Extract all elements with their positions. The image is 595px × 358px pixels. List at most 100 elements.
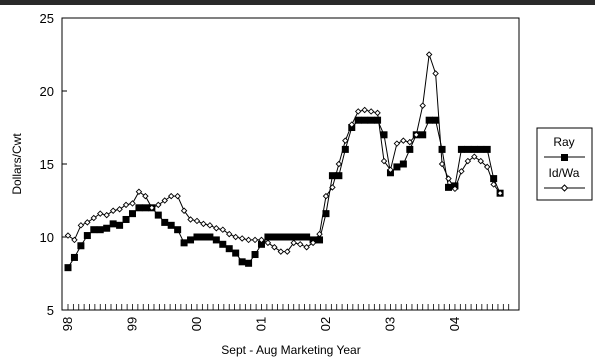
data-point-idwa: [155, 201, 162, 209]
data-point-idwa: [116, 206, 123, 213]
data-point-ray: [490, 175, 498, 183]
y-tick-label: 25: [40, 11, 54, 26]
plot-area-frame: [61, 17, 520, 311]
data-point-ray: [83, 232, 91, 240]
legend-marker-idwa: [560, 184, 569, 192]
data-point-idwa: [238, 235, 246, 242]
data-point-ray: [70, 253, 78, 261]
data-point-idwa: [335, 160, 343, 168]
data-point-idwa: [367, 108, 375, 115]
data-point-idwa: [425, 51, 433, 58]
data-point-ray: [225, 245, 233, 253]
series-layer: [64, 51, 504, 272]
data-point-ray: [367, 116, 375, 124]
x-axis-ticks: 98 99 00 01 02 03 04: [60, 317, 462, 331]
data-point-ray: [406, 145, 414, 153]
data-point-ray: [316, 236, 324, 244]
data-point-idwa: [245, 236, 252, 244]
data-point-idwa: [277, 248, 285, 255]
data-point-ray: [483, 145, 491, 153]
data-point-ray: [187, 236, 195, 244]
data-point-idwa: [219, 226, 227, 233]
data-point-idwa: [309, 239, 317, 247]
data-point-idwa: [77, 222, 85, 229]
data-point-ray: [341, 145, 349, 153]
data-point-idwa: [438, 160, 446, 168]
data-point-idwa: [213, 225, 220, 232]
data-point-ray: [470, 145, 478, 153]
data-point-ray: [135, 204, 143, 212]
data-point-idwa: [284, 248, 291, 255]
data-point-ray: [328, 172, 336, 180]
data-point-ray: [212, 236, 220, 244]
data-point-idwa: [174, 192, 181, 200]
data-point-idwa: [477, 157, 484, 165]
x-tick-label: 04: [447, 317, 462, 331]
data-point-ray: [161, 218, 169, 226]
data-point-ray: [199, 233, 207, 241]
data-point-idwa: [342, 137, 349, 144]
data-point-ray: [432, 116, 440, 124]
data-point-idwa: [225, 230, 233, 238]
data-point-idwa: [361, 106, 368, 114]
data-point-ray: [64, 264, 72, 272]
data-point-ray: [399, 160, 407, 168]
x-tick-label: 02: [318, 317, 333, 331]
y-tick-label: 10: [40, 230, 54, 245]
data-point-idwa: [109, 207, 117, 214]
data-point-idwa: [354, 108, 362, 115]
data-point-idwa: [161, 197, 168, 204]
x-tick-label: 03: [382, 317, 397, 331]
data-point-idwa: [296, 241, 304, 248]
data-point-ray: [438, 145, 446, 153]
data-point-ray: [464, 145, 472, 153]
data-point-ray: [257, 240, 265, 248]
data-point-ray: [296, 233, 304, 241]
data-point-idwa: [445, 175, 452, 182]
data-point-ray: [264, 233, 272, 241]
data-point-idwa: [316, 230, 323, 238]
data-point-idwa: [432, 70, 439, 77]
x-tick-label: 98: [60, 317, 75, 331]
data-point-ray: [116, 221, 124, 229]
data-point-idwa: [64, 232, 72, 239]
data-point-ray: [374, 116, 382, 124]
data-point-idwa: [135, 188, 143, 195]
data-point-ray: [122, 215, 130, 223]
data-point-idwa: [103, 211, 110, 219]
data-point-ray: [251, 251, 259, 259]
data-point-idwa: [393, 140, 401, 147]
legend: Ray Id/Wa: [536, 127, 593, 201]
y-axis-title: Dollars/Cwt: [10, 133, 24, 195]
data-point-idwa: [258, 236, 265, 244]
data-point-idwa: [129, 200, 136, 207]
data-point-ray: [77, 242, 85, 250]
data-point-ray: [109, 220, 117, 228]
data-point-ray: [335, 172, 343, 180]
x-tick-label: 01: [253, 317, 268, 331]
x-minor-ticks: [67, 304, 510, 310]
data-point-ray: [219, 240, 227, 248]
data-point-idwa: [406, 138, 414, 146]
data-point-ray: [380, 131, 388, 139]
data-point-ray: [174, 226, 182, 234]
data-point-ray: [128, 210, 136, 218]
data-point-idwa: [193, 217, 201, 225]
data-point-ray: [180, 239, 188, 247]
data-point-idwa: [303, 243, 310, 251]
x-tick-label: 00: [189, 317, 204, 331]
y-tick-label: 20: [40, 84, 54, 99]
top-border-bar: [0, 0, 595, 5]
data-point-ray: [245, 259, 253, 267]
data-point-idwa: [380, 157, 388, 165]
data-point-ray: [141, 204, 149, 212]
data-point-idwa: [451, 185, 459, 193]
data-point-idwa: [200, 220, 207, 228]
data-point-idwa: [400, 137, 407, 144]
legend-label-ray: Ray: [553, 135, 574, 149]
data-point-ray: [419, 131, 427, 139]
data-point-ray: [103, 224, 111, 232]
data-point-ray: [238, 258, 246, 266]
x-tick-label: 99: [124, 317, 139, 331]
